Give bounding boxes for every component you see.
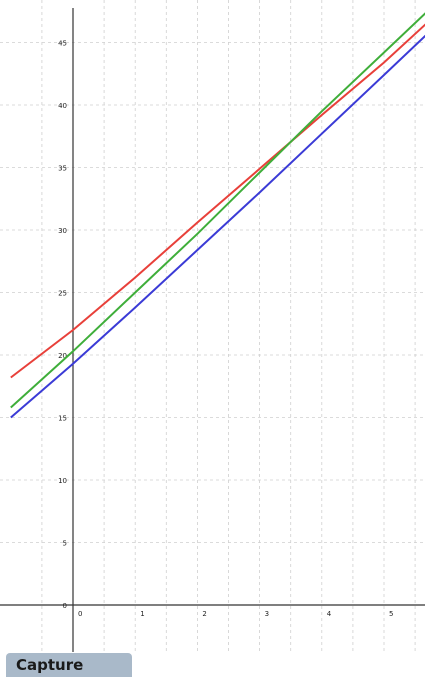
x-tick-label: 1 [140, 610, 144, 618]
y-tick-label: 25 [58, 290, 67, 298]
y-tick-label: 10 [58, 477, 67, 485]
y-tick-label: 45 [58, 40, 67, 48]
y-tick-label: 0 [63, 602, 67, 610]
x-tick-label: 4 [327, 610, 332, 618]
y-tick-label: 15 [58, 415, 67, 423]
series-line-3 [10, 34, 425, 419]
x-tick-label: 0 [78, 610, 82, 618]
capture-button[interactable]: Capture [6, 653, 132, 677]
series-line-2 [10, 12, 425, 409]
series-line-1 [10, 23, 425, 379]
y-tick-label: 20 [58, 352, 67, 360]
x-tick-label: 3 [265, 610, 269, 618]
x-tick-label: 2 [202, 610, 206, 618]
y-tick-label: 5 [63, 540, 67, 548]
y-tick-label: 40 [58, 102, 67, 110]
y-tick-label: 35 [58, 165, 67, 173]
y-tick-label: 30 [58, 227, 67, 235]
grid-lines [0, 0, 425, 652]
x-tick-label: 5 [389, 610, 393, 618]
series-lines [10, 12, 425, 419]
